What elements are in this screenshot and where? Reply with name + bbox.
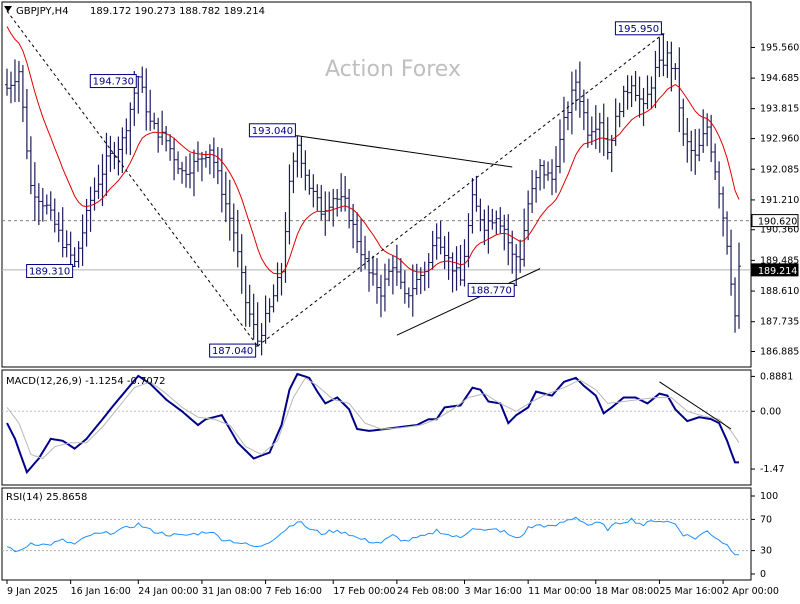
collapse-triangle-icon[interactable] [4,6,12,12]
price-tick-label: 192.960 [760,134,799,145]
current-price-tag: 189.214 [758,266,797,277]
price-tick-label: 194.685 [760,73,799,84]
macd-tick-label: -1.47 [760,464,785,475]
price-tick-label: 193.815 [760,104,799,115]
rsi-tick-label: 70 [760,514,772,525]
chart-ohlc: 189.172 190.273 188.782 189.214 [90,6,265,17]
time-tick-label: 16 Jan 16:00 [71,586,131,597]
trendline [257,33,664,347]
rsi-title: RSI(14) 25.8658 [6,492,87,503]
price-tick-label: 190.360 [760,225,799,236]
price-tick-label: 195.560 [760,42,799,53]
price-trendlines [6,10,664,347]
time-tick-label: 11 Mar 00:00 [528,586,591,597]
price-tick-label: 191.210 [760,195,799,206]
macd-title: MACD(12,26,9) -1.1254 -0.7072 [6,376,166,387]
moving-average-line [6,26,740,275]
annotation-label: 188.770 [471,285,512,296]
macd-trendline [659,381,732,430]
annotation-label: 194.730 [93,77,134,88]
time-tick-label: 17 Feb 00:00 [333,586,395,597]
time-tick-label: 18 Mar 08:00 [596,586,659,597]
chart-symbol: GBPJPY,H4 [16,6,69,17]
trendline [396,268,541,336]
macd-lines [2,372,751,475]
price-y-axis: 195.560 194.685 193.815 192.960 192.085 191.2… [751,42,799,358]
rsi-line [6,516,739,556]
rsi-lines [2,516,751,556]
moving-average [6,26,740,275]
price-tick-label: 187.735 [760,317,799,328]
annotation-box [209,343,257,358]
current-price-tag-box [751,263,799,277]
macd-y-axis: 0.8881 0.00 -1.47 [751,371,793,475]
price-tick-label: 186.885 [760,347,799,358]
macd-tick-label: 0.8881 [760,371,793,382]
annotation-box [248,123,296,138]
price-tick-label: 189.485 [760,255,799,266]
rsi-panel[interactable] [1,487,752,581]
rsi-tick-label: 30 [760,546,772,557]
annotation-box [614,21,662,36]
price-bars [5,33,741,356]
rsi-tick-label: 100 [760,491,778,502]
price-tick-label: 192.085 [760,164,799,175]
time-tick-label: 3 Mar 16:00 [465,586,522,597]
price-tick-label: 188.610 [760,286,799,297]
time-tick-label: 24 Jan 00:00 [138,586,198,597]
time-tick-label: 25 Mar 16:00 [659,586,722,597]
macd-main-line [6,372,739,475]
reference-level-tag: 190.620 [758,217,797,228]
time-tick-label: 24 Feb 08:00 [397,586,459,597]
trendline [297,135,513,168]
reference-level-tag-box [751,214,799,228]
rsi-y-axis: 100 70 30 0 [751,491,778,580]
watermark: Action Forex [325,57,461,82]
time-tick-label: 2 Apr 00:00 [723,586,779,597]
time-tick-label: 31 Jan 08:00 [202,586,262,597]
annotation-label: 195.950 [618,24,659,35]
annotation-label: 189.310 [29,267,70,278]
annotation-label: 187.040 [212,346,253,357]
price-annotations: 194.730 193.040 195.950 189.310 187.040 188.7… [26,21,665,358]
time-tick-label: 7 Feb 16:00 [266,586,322,597]
macd-tick-label: 0.00 [760,406,781,417]
macd-signal-line [6,377,740,460]
annotation-box [89,74,137,89]
annotation-box [26,264,74,279]
trendline [6,10,259,347]
annotation-box [467,282,515,297]
annotation-label: 193.040 [252,126,293,137]
time-tick-label: 9 Jan 2025 [7,586,58,597]
time-axis: 9 Jan 2025 16 Jan 16:00 24 Jan 00:00 31 Jan… [6,580,779,597]
rsi-tick-label: 0 [760,569,766,580]
